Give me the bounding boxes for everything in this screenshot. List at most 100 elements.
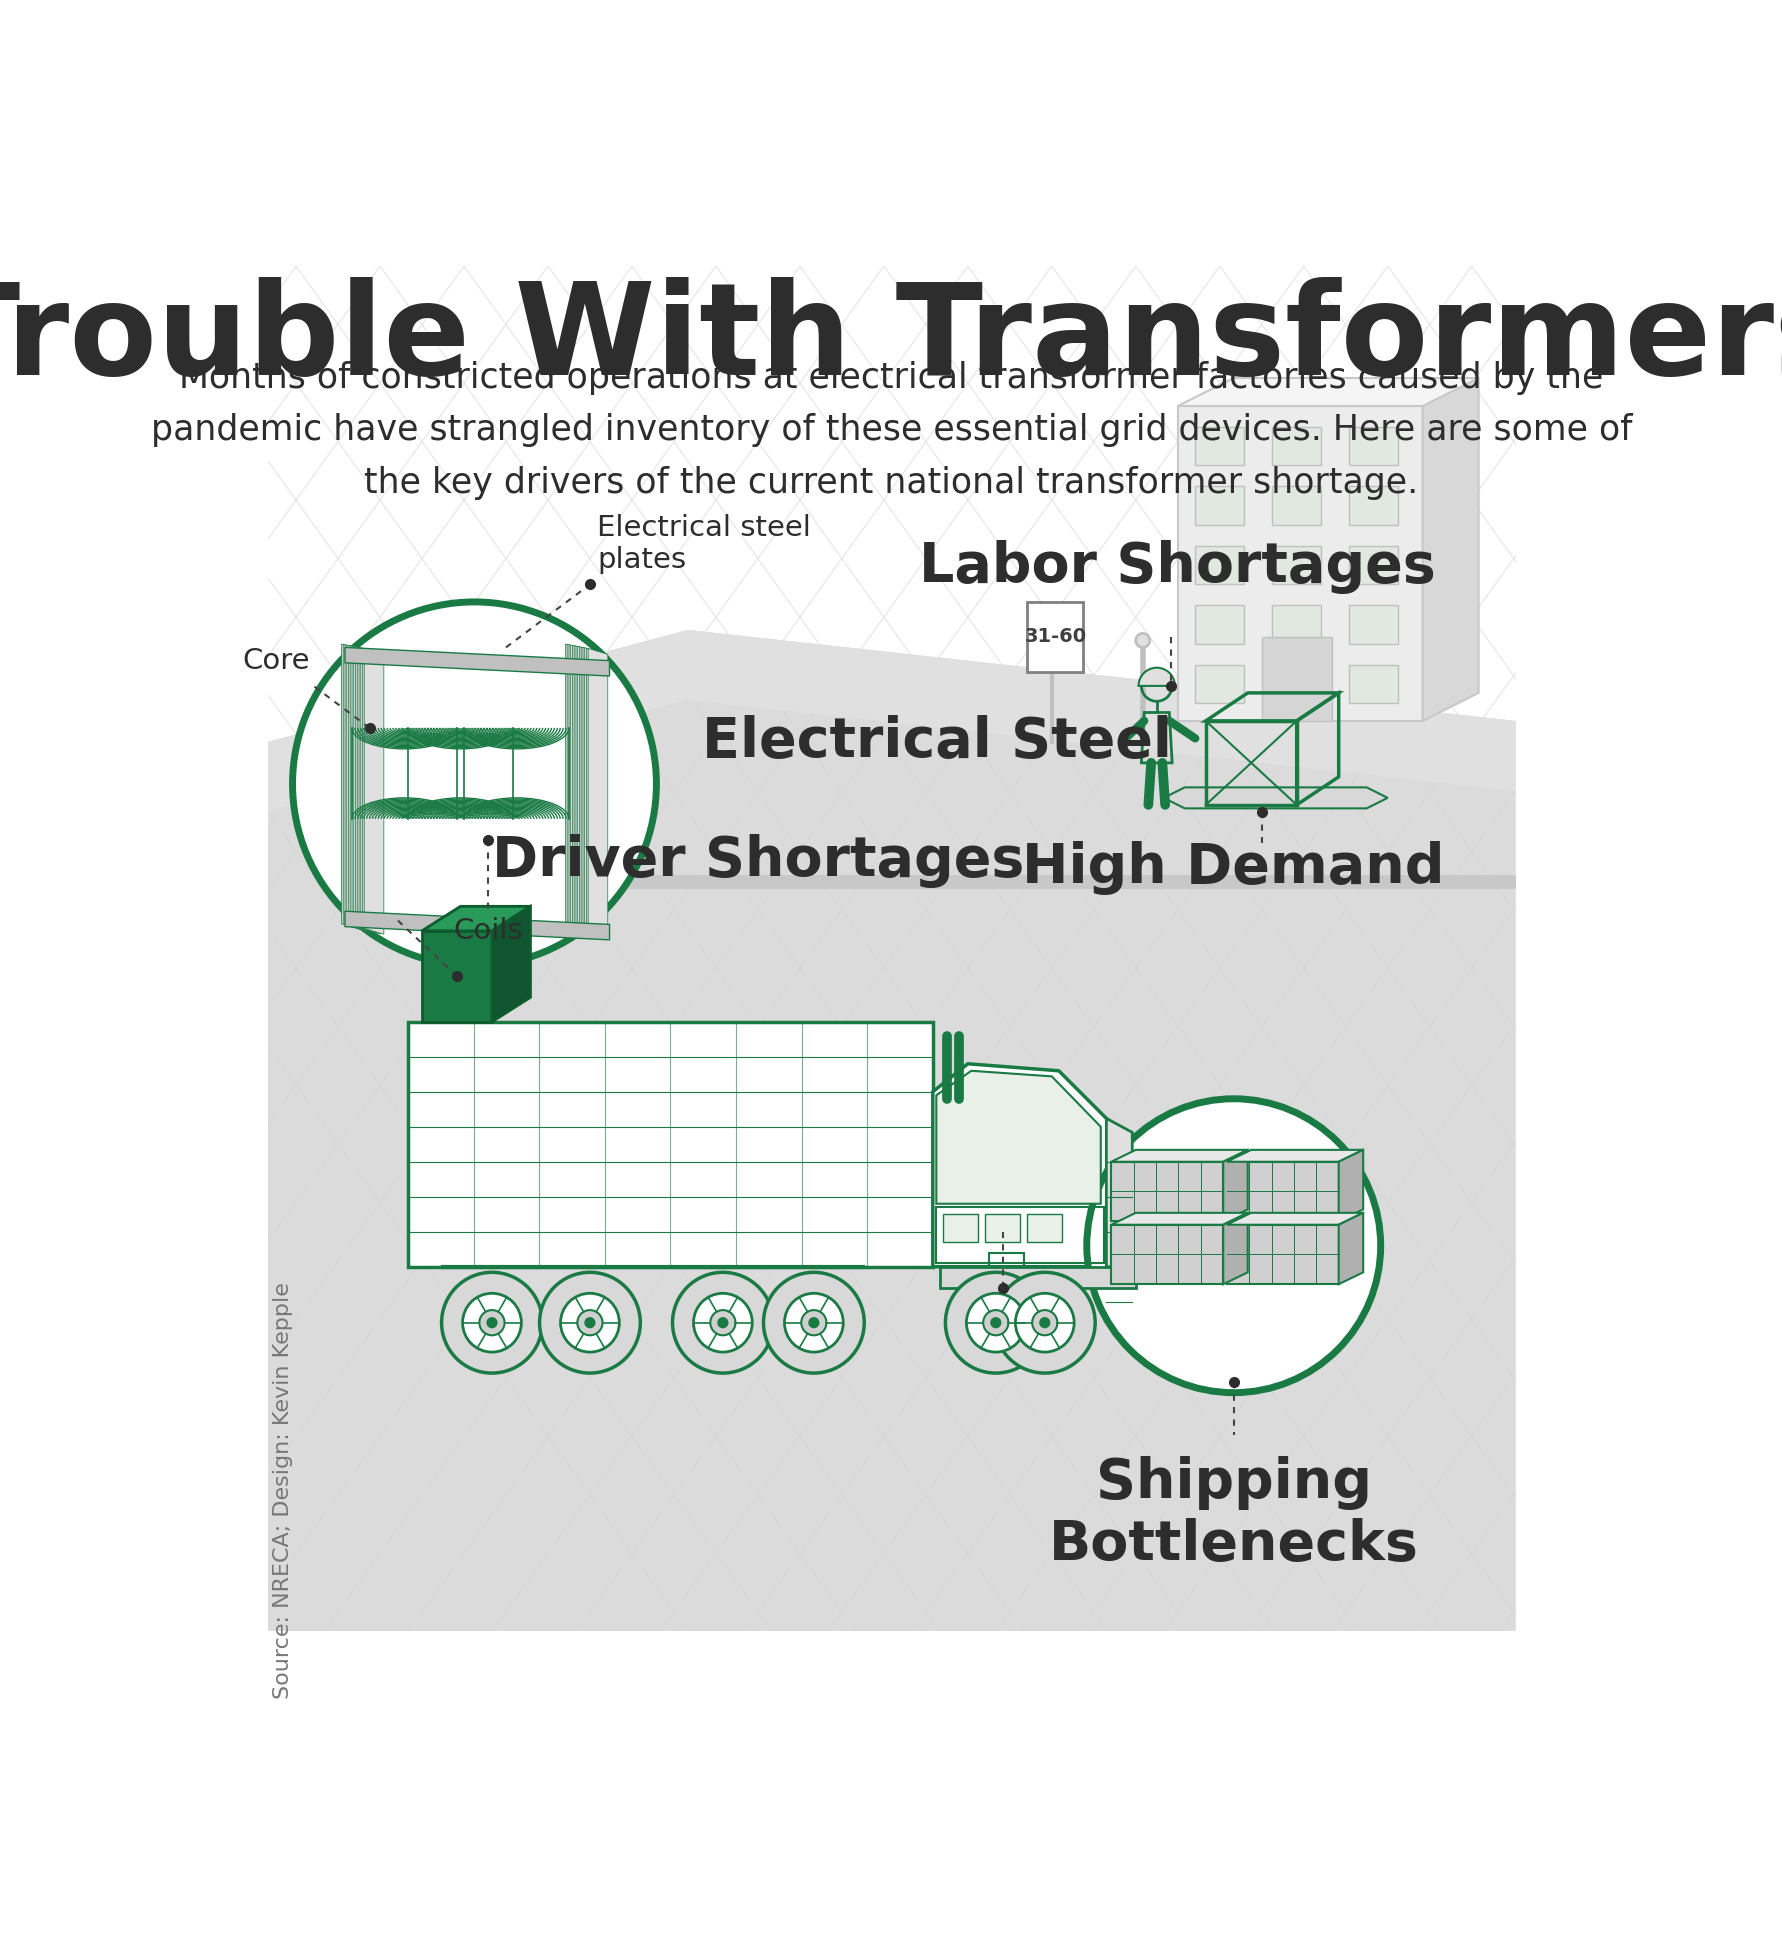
Polygon shape bbox=[1110, 1161, 1222, 1221]
Polygon shape bbox=[353, 646, 372, 933]
Circle shape bbox=[442, 1272, 542, 1374]
Polygon shape bbox=[581, 648, 601, 933]
Circle shape bbox=[800, 1311, 827, 1334]
Polygon shape bbox=[1349, 546, 1397, 585]
Circle shape bbox=[1135, 634, 1149, 648]
Polygon shape bbox=[943, 1214, 978, 1243]
Polygon shape bbox=[344, 644, 364, 931]
Polygon shape bbox=[577, 646, 597, 933]
Polygon shape bbox=[932, 1063, 1107, 1266]
Polygon shape bbox=[1338, 1149, 1363, 1221]
Polygon shape bbox=[936, 1071, 1099, 1204]
Polygon shape bbox=[267, 630, 1515, 812]
Polygon shape bbox=[1194, 605, 1244, 644]
Polygon shape bbox=[579, 646, 599, 933]
Circle shape bbox=[982, 1311, 1009, 1334]
Circle shape bbox=[1087, 1098, 1379, 1393]
Polygon shape bbox=[1226, 1225, 1338, 1284]
Circle shape bbox=[994, 1272, 1094, 1374]
Polygon shape bbox=[1338, 1214, 1363, 1284]
Polygon shape bbox=[1422, 378, 1477, 720]
Polygon shape bbox=[492, 907, 531, 1022]
Polygon shape bbox=[1164, 788, 1386, 808]
Polygon shape bbox=[1226, 1161, 1338, 1221]
Polygon shape bbox=[408, 1022, 932, 1266]
Polygon shape bbox=[356, 648, 376, 933]
Polygon shape bbox=[565, 644, 584, 931]
Text: Core: Core bbox=[242, 648, 310, 675]
Text: Electrical Steel: Electrical Steel bbox=[702, 714, 1171, 769]
Polygon shape bbox=[1262, 636, 1331, 720]
Text: Driver Shortages: Driver Shortages bbox=[492, 833, 1023, 888]
Text: High Demand: High Demand bbox=[1021, 841, 1443, 896]
Polygon shape bbox=[1272, 546, 1320, 585]
Polygon shape bbox=[364, 648, 383, 935]
Polygon shape bbox=[1272, 605, 1320, 644]
Text: 31-60: 31-60 bbox=[1023, 628, 1085, 646]
Polygon shape bbox=[939, 1266, 1135, 1288]
Circle shape bbox=[577, 1311, 602, 1334]
Polygon shape bbox=[1272, 665, 1320, 704]
Polygon shape bbox=[1110, 1214, 1247, 1225]
Text: Months of constricted operations at electrical transformer factories caused by t: Months of constricted operations at elec… bbox=[151, 361, 1631, 499]
Polygon shape bbox=[1026, 1214, 1062, 1243]
Polygon shape bbox=[349, 646, 369, 931]
Polygon shape bbox=[358, 648, 378, 933]
Polygon shape bbox=[1226, 1214, 1363, 1225]
Circle shape bbox=[763, 1272, 864, 1374]
Polygon shape bbox=[422, 931, 492, 1022]
Circle shape bbox=[718, 1317, 727, 1327]
Circle shape bbox=[709, 1311, 734, 1334]
Circle shape bbox=[672, 1272, 773, 1374]
Circle shape bbox=[479, 1311, 504, 1334]
Wedge shape bbox=[1139, 667, 1174, 687]
Circle shape bbox=[584, 1317, 595, 1327]
Polygon shape bbox=[1222, 1214, 1247, 1284]
Polygon shape bbox=[344, 911, 609, 940]
Polygon shape bbox=[1194, 427, 1244, 466]
Polygon shape bbox=[1107, 1118, 1132, 1266]
Circle shape bbox=[1014, 1294, 1073, 1352]
Polygon shape bbox=[586, 648, 606, 935]
Text: Trouble With Transformers: Trouble With Transformers bbox=[0, 277, 1782, 402]
Polygon shape bbox=[572, 646, 592, 931]
Circle shape bbox=[693, 1294, 752, 1352]
Polygon shape bbox=[1110, 1149, 1247, 1161]
Circle shape bbox=[486, 1317, 497, 1327]
Polygon shape bbox=[1226, 1149, 1363, 1161]
Polygon shape bbox=[362, 648, 381, 935]
Circle shape bbox=[991, 1317, 1000, 1327]
Polygon shape bbox=[1194, 486, 1244, 525]
Polygon shape bbox=[360, 648, 380, 933]
Polygon shape bbox=[267, 630, 1515, 1631]
Polygon shape bbox=[570, 646, 590, 931]
Circle shape bbox=[944, 1272, 1046, 1374]
Circle shape bbox=[1032, 1311, 1057, 1334]
Polygon shape bbox=[1178, 378, 1477, 406]
Polygon shape bbox=[1272, 486, 1320, 525]
Polygon shape bbox=[344, 644, 364, 931]
Polygon shape bbox=[1272, 427, 1320, 466]
Text: Electrical steel
plates: Electrical steel plates bbox=[597, 513, 811, 574]
Polygon shape bbox=[1110, 1225, 1133, 1247]
Polygon shape bbox=[344, 648, 609, 677]
Text: Source: NRECA; Design: Kevin Kepple: Source: NRECA; Design: Kevin Kepple bbox=[273, 1282, 294, 1699]
Text: Shipping
Bottlenecks: Shipping Bottlenecks bbox=[1048, 1455, 1418, 1573]
Circle shape bbox=[966, 1294, 1025, 1352]
Circle shape bbox=[560, 1294, 618, 1352]
Polygon shape bbox=[568, 644, 588, 931]
Polygon shape bbox=[1349, 427, 1397, 466]
Polygon shape bbox=[422, 907, 531, 931]
Polygon shape bbox=[347, 646, 367, 931]
Polygon shape bbox=[1110, 1225, 1222, 1284]
Text: Labor Shortages: Labor Shortages bbox=[920, 540, 1435, 593]
Polygon shape bbox=[588, 648, 608, 935]
Polygon shape bbox=[1349, 665, 1397, 704]
Circle shape bbox=[784, 1294, 843, 1352]
Polygon shape bbox=[1349, 486, 1397, 525]
Circle shape bbox=[540, 1272, 640, 1374]
Polygon shape bbox=[583, 648, 602, 933]
Text: Coils: Coils bbox=[453, 917, 524, 944]
Circle shape bbox=[809, 1317, 818, 1327]
Polygon shape bbox=[1026, 603, 1083, 671]
